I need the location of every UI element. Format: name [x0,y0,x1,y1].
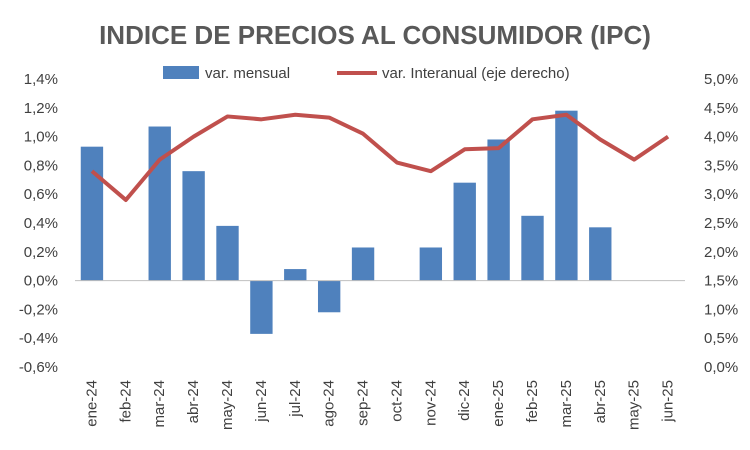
x-tick-label: mar-24 [151,380,168,428]
x-tick-label: sep-24 [355,380,372,426]
right-tick-label: 2,5% [704,215,738,232]
left-tick-label: -0,6% [19,359,58,376]
left-tick-label: -0,4% [19,330,58,347]
right-axis: 0,0% 0,5% 1,0% 1,5% 2,0% 2,5% 3,0% 3,5% 4,0% 4,5%… [704,71,738,376]
right-tick-label: 5,0% [704,71,738,88]
right-tick-label: 4,0% [704,129,738,146]
left-tick-label: 1,2% [24,100,58,117]
bar [250,280,273,334]
legend: var. mensual var. Interanual (eje derech… [163,65,570,82]
left-axis: -0,6% -0,4% -0,2% 0,0% 0,2% 0,4% 0,6% 0,8% 1,0% 1… [19,71,58,376]
bar [216,225,239,281]
x-tick-label: ene-25 [490,380,507,427]
bar [453,182,476,281]
chart-title: INDICE DE PRECIOS AL CONSUMIDOR (IPC) [99,20,651,50]
x-tick-label: jun-24 [253,380,270,423]
x-tick-label: oct-24 [388,380,405,422]
x-tick-label: feb-25 [524,380,541,423]
x-tick-label: abr-25 [592,380,609,423]
x-tick-label: jul-24 [287,380,304,418]
right-tick-label: 0,0% [704,359,738,376]
right-tick-label: 3,5% [704,157,738,174]
bar [487,139,510,281]
x-tick-label: dic-24 [456,380,473,421]
left-tick-label: 0,4% [24,215,58,232]
bar [148,126,171,281]
x-tick-label: mar-25 [558,380,575,428]
bar [589,227,612,281]
bar [182,171,205,281]
bar [80,146,104,281]
right-tick-label: 1,0% [704,301,738,318]
left-tick-label: 0,6% [24,186,58,203]
left-tick-label: -0,2% [19,301,58,318]
bar-series [80,110,612,334]
legend-label-mensual: var. mensual [205,65,290,82]
left-tick-label: 0,8% [24,157,58,174]
bar [419,247,443,281]
bar [317,280,341,313]
x-tick-label: abr-24 [185,380,202,423]
x-tick-label: ago-24 [321,380,338,427]
left-tick-label: 1,4% [24,71,58,88]
left-tick-label: 0,2% [24,244,58,261]
x-axis-labels: ene-24 feb-24 mar-24 abr-24 may-24 jun-24 jul-… [83,380,676,430]
x-tick-label: jun-25 [660,380,677,423]
line-series [90,112,670,202]
bar [521,215,544,281]
legend-swatch-bar [163,66,199,79]
x-tick-label: ene-24 [83,380,100,427]
x-tick-label: feb-24 [117,380,134,423]
legend-label-interanual: var. Interanual (eje derecho) [382,65,570,82]
x-tick-label: may-25 [626,380,643,430]
bar [351,247,375,281]
right-tick-label: 2,0% [704,244,738,261]
bar [284,269,307,281]
x-tick-label: nov-24 [422,380,439,426]
bar [555,110,578,281]
right-tick-label: 3,0% [704,186,738,203]
right-tick-label: 4,5% [704,100,738,117]
right-tick-label: 1,5% [704,273,738,290]
left-tick-label: 1,0% [24,129,58,146]
x-tick-label: may-24 [219,380,236,430]
right-tick-label: 0,5% [704,330,738,347]
left-tick-label: 0,0% [24,273,58,290]
